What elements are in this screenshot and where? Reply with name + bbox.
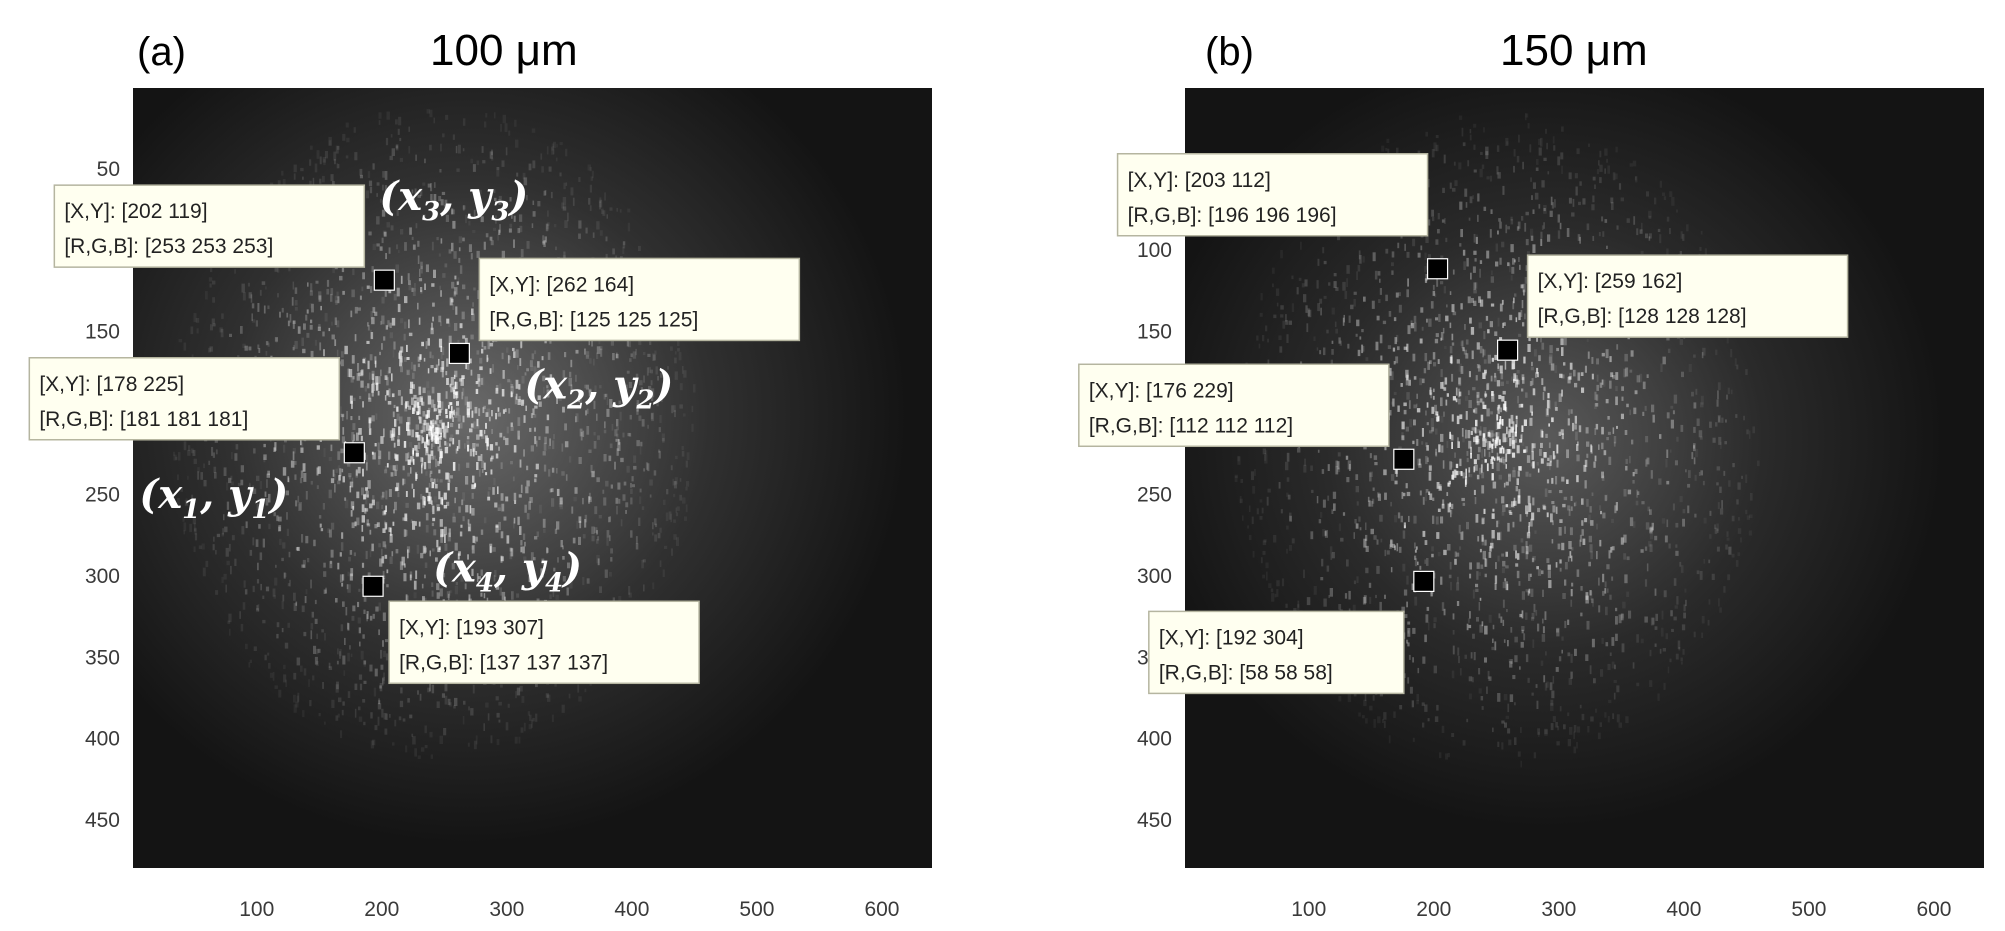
datatip-box bbox=[1526, 254, 1849, 338]
point-label: (x3, y3) bbox=[379, 173, 528, 227]
data-point-marker[interactable] bbox=[373, 269, 395, 291]
datatip-xy: [X,Y]: [202 119] bbox=[64, 200, 207, 223]
y-tick-label: 300 bbox=[85, 565, 120, 588]
y-tick-label: 150 bbox=[1137, 321, 1172, 344]
y-tick-label: 350 bbox=[85, 646, 120, 669]
panel-a: 5010015020025030035040045010020030040050… bbox=[28, 26, 932, 921]
datatip-xy: [X,Y]: [176 229] bbox=[1089, 379, 1234, 402]
datatip-box bbox=[1116, 153, 1429, 237]
panel-label: (a) bbox=[137, 30, 186, 74]
data-point-marker[interactable] bbox=[343, 442, 365, 464]
datatip-rgb: [R,G,B]: [181 181 181] bbox=[39, 408, 248, 431]
datatip-rgb: [R,G,B]: [58 58 58] bbox=[1159, 661, 1333, 684]
y-tick-label: 250 bbox=[85, 483, 120, 506]
data-point-marker[interactable] bbox=[1426, 258, 1449, 280]
datatip[interactable]: [X,Y]: [202 119] [R,G,B]: [253 253 253] bbox=[53, 184, 366, 268]
datatip-box bbox=[1078, 363, 1390, 448]
x-tick-label: 300 bbox=[489, 898, 524, 921]
point-label: (x2, y2) bbox=[524, 361, 673, 415]
x-tick-label: 200 bbox=[1416, 898, 1451, 921]
datatip-box bbox=[53, 184, 366, 268]
datatip-box bbox=[28, 357, 341, 441]
datatip-xy: [X,Y]: [192 304] bbox=[1159, 626, 1304, 649]
x-tick-label: 500 bbox=[1791, 898, 1826, 921]
x-tick-label: 300 bbox=[1541, 898, 1576, 921]
y-tick-label: 100 bbox=[1137, 239, 1172, 262]
datatip[interactable]: [X,Y]: [192 304] [R,G,B]: [58 58 58] bbox=[1148, 610, 1405, 695]
datatip-xy: [X,Y]: [193 307] bbox=[399, 616, 544, 639]
data-point-marker[interactable] bbox=[1497, 339, 1519, 361]
data-point-marker[interactable] bbox=[1413, 570, 1435, 593]
y-tick-label: 250 bbox=[1137, 483, 1172, 506]
panel-title: 150 μm bbox=[1500, 26, 1648, 75]
datatip-box bbox=[388, 600, 700, 685]
datatip[interactable]: [X,Y]: [176 229] [R,G,B]: [112 112 112] bbox=[1078, 363, 1390, 448]
datatip[interactable]: [X,Y]: [203 112] [R,G,B]: [196 196 196] bbox=[1116, 153, 1429, 237]
y-tick-label: 450 bbox=[85, 809, 120, 832]
y-tick-label: 450 bbox=[1137, 809, 1172, 832]
datatip-xy: [X,Y]: [178 225] bbox=[39, 373, 184, 396]
datatip-rgb: [R,G,B]: [112 112 112] bbox=[1089, 414, 1293, 437]
x-tick-label: 400 bbox=[1666, 898, 1701, 921]
x-tick-label: 400 bbox=[614, 898, 649, 921]
point-label: (x4, y4) bbox=[433, 544, 582, 598]
y-tick-label: 400 bbox=[85, 728, 120, 751]
x-tick-label: 500 bbox=[739, 898, 774, 921]
datatip[interactable]: [X,Y]: [193 307] [R,G,B]: [137 137 137] bbox=[388, 600, 700, 685]
x-tick-label: 100 bbox=[239, 898, 274, 921]
datatip[interactable]: [X,Y]: [259 162] [R,G,B]: [128 128 128] bbox=[1526, 254, 1849, 338]
panel-b: 100150250300350400450100200300400500600(… bbox=[1078, 26, 1984, 921]
datatip-rgb: [R,G,B]: [253 253 253] bbox=[64, 235, 273, 258]
datatip-rgb: [R,G,B]: [125 125 125] bbox=[489, 308, 698, 331]
data-point-marker[interactable] bbox=[1393, 448, 1415, 470]
y-tick-label: 50 bbox=[97, 158, 120, 181]
point-label: (x1, y1) bbox=[139, 471, 288, 525]
datatip-rgb: [R,G,B]: [137 137 137] bbox=[399, 651, 608, 674]
y-tick-label: 300 bbox=[1137, 565, 1172, 588]
panel-label: (b) bbox=[1205, 30, 1254, 74]
data-point-marker[interactable] bbox=[362, 575, 384, 597]
datatip[interactable]: [X,Y]: [178 225] [R,G,B]: [181 181 181] bbox=[28, 357, 341, 441]
x-tick-label: 100 bbox=[1291, 898, 1326, 921]
y-tick-label: 150 bbox=[85, 321, 120, 344]
datatip-box bbox=[1148, 610, 1405, 695]
datatip-xy: [X,Y]: [203 112] bbox=[1128, 169, 1271, 192]
x-tick-label: 200 bbox=[364, 898, 399, 921]
y-tick-label: 400 bbox=[1137, 728, 1172, 751]
datatip-box bbox=[478, 257, 801, 342]
datatip-xy: [X,Y]: [259 162] bbox=[1538, 270, 1683, 293]
datatip-rgb: [R,G,B]: [128 128 128] bbox=[1538, 305, 1747, 328]
data-point-marker[interactable] bbox=[448, 342, 470, 365]
datatip-rgb: [R,G,B]: [196 196 196] bbox=[1128, 204, 1337, 227]
x-tick-label: 600 bbox=[1916, 898, 1951, 921]
datatip-xy: [X,Y]: [262 164] bbox=[489, 273, 634, 296]
panel-title: 100 μm bbox=[430, 26, 578, 75]
x-tick-label: 600 bbox=[864, 898, 899, 921]
datatip[interactable]: [X,Y]: [262 164] [R,G,B]: [125 125 125] bbox=[478, 257, 801, 342]
